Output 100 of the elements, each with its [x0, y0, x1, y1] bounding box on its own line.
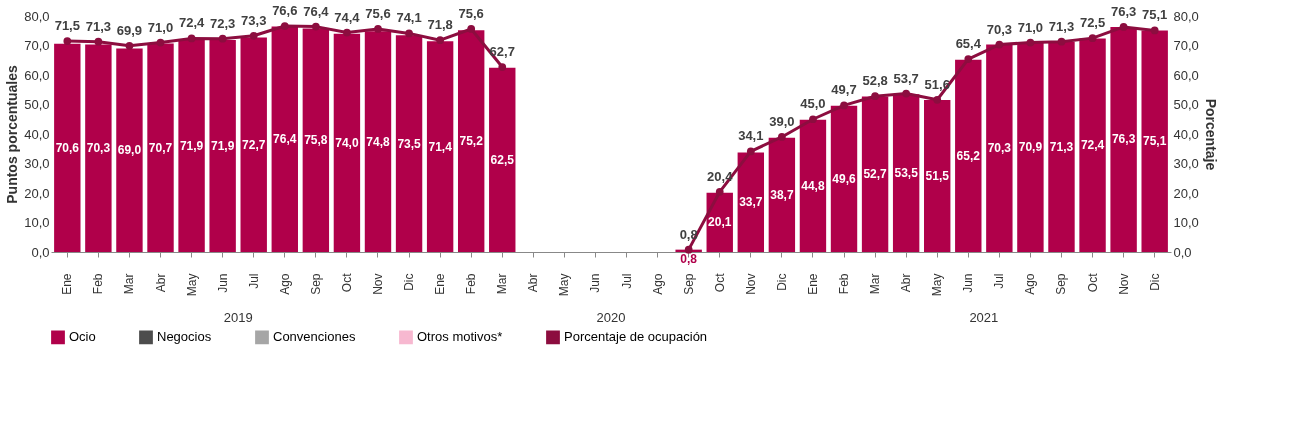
data-label: 70,3 [86, 141, 111, 156]
data-label: 75,6 [458, 5, 484, 21]
data-label: 71,9 [179, 138, 204, 153]
x-tick-label: Nov [743, 273, 758, 295]
y2-tick-label: 20,0 [1173, 185, 1199, 201]
y-tick-label: 70,0 [24, 38, 50, 53]
bar [364, 31, 392, 252]
point [218, 34, 227, 43]
text: 2019 [223, 310, 253, 325]
y-tick-label: 50,0 [24, 97, 50, 112]
y-tick-label: 20,0 [24, 185, 50, 201]
bar [209, 39, 236, 252]
point [311, 22, 320, 31]
data-label: 45,0 [800, 96, 826, 112]
data-label: 71,0 [1017, 19, 1044, 35]
data-label: 33,7 [739, 195, 763, 210]
x-tick-label: Ene [433, 273, 448, 295]
point [467, 25, 476, 33]
point [746, 147, 755, 156]
y-tick-label: 30,0 [24, 156, 50, 171]
point [1119, 23, 1128, 31]
data-label: 74,0 [335, 135, 359, 150]
data-label: 76,3 [1111, 132, 1136, 147]
x-tick-label: Nov [1116, 273, 1131, 295]
data-label: 20,1 [708, 215, 732, 230]
data-label: 76,4 [273, 132, 297, 147]
x-tick-label: Nov [370, 273, 385, 295]
point [249, 31, 258, 40]
bar [1048, 41, 1075, 252]
x-tick-label: Oct [712, 272, 727, 293]
bar [85, 44, 112, 252]
x-tick-label: Abr [899, 273, 914, 293]
y2-axis-title: Porcentaje [1202, 98, 1219, 171]
data-label: 75,6 [365, 5, 391, 21]
data-label: 76,6 [272, 3, 298, 19]
x-tick-label: May [930, 273, 945, 297]
bar [892, 94, 920, 252]
bar [240, 37, 267, 252]
data-label: 71,4 [428, 139, 453, 154]
legend-label: Negocios [157, 329, 212, 345]
data-label: 71,3 [85, 18, 112, 34]
x-tick-label: Feb [91, 273, 106, 295]
y-tick-label: 0,0 [31, 244, 50, 260]
data-label: 52,7 [863, 167, 888, 182]
point [280, 22, 289, 30]
point [809, 115, 817, 124]
data-label: 65,4 [955, 36, 982, 52]
bar [861, 96, 889, 252]
data-label: 69,0 [117, 143, 142, 158]
point [436, 36, 444, 45]
data-label: 74,8 [366, 134, 390, 149]
point [187, 34, 196, 43]
y2-tick-label: 60,0 [1173, 67, 1199, 83]
data-label: 75,1 [1143, 134, 1167, 149]
y-tick-label: 80,0 [24, 8, 50, 24]
text: 2021 [969, 310, 999, 325]
y-tick-label: 40,0 [24, 126, 50, 142]
bar [116, 48, 143, 252]
point [778, 133, 786, 141]
point [995, 40, 1004, 49]
bar [1017, 42, 1044, 252]
x-tick-label: Oct [339, 272, 354, 293]
x-tick-label: Jun [961, 273, 976, 293]
data-label: 65,2 [956, 148, 981, 163]
x-tick-label: Sep [308, 273, 323, 295]
point [94, 37, 103, 46]
data-label: 71,5 [54, 18, 80, 34]
point [964, 55, 973, 63]
point [405, 29, 413, 38]
legend-label: Ocio [69, 329, 96, 345]
data-label: 34,1 [738, 128, 764, 144]
bar [302, 28, 330, 252]
y2-tick-label: 0,0 [1173, 244, 1192, 260]
y2-tick-label: 10,0 [1173, 215, 1199, 230]
legend-label: Otros motivos* [417, 329, 503, 345]
point [1026, 38, 1035, 47]
data-label: 53,7 [893, 70, 919, 86]
point [1150, 26, 1159, 35]
x-tick-label: Feb [837, 273, 852, 295]
x-tick-label: Abr [153, 273, 168, 293]
x-tick-label: Ago [1023, 273, 1038, 295]
data-label: 75,8 [304, 133, 328, 148]
x-tick-label: Ago [277, 273, 292, 295]
bar [395, 35, 423, 252]
legend-label: Porcentaje de ocupación [564, 329, 708, 345]
data-label: 74,4 [334, 9, 361, 25]
bar [147, 43, 174, 252]
bar [333, 33, 361, 252]
point [715, 187, 724, 196]
x-tick-label: Ago [650, 273, 665, 295]
data-label: 71,8 [427, 17, 453, 33]
x-tick-label: Oct [1085, 272, 1100, 293]
bar [768, 137, 796, 252]
data-label: 51,5 [925, 169, 950, 184]
x-tick-label: Jun [588, 273, 603, 293]
y2-tick-label: 50,0 [1173, 97, 1199, 112]
data-label: 62,7 [489, 44, 515, 60]
y-tick-label: 60,0 [24, 67, 50, 83]
data-label: 75,2 [459, 134, 484, 149]
y2-tick-label: 40,0 [1173, 126, 1199, 142]
